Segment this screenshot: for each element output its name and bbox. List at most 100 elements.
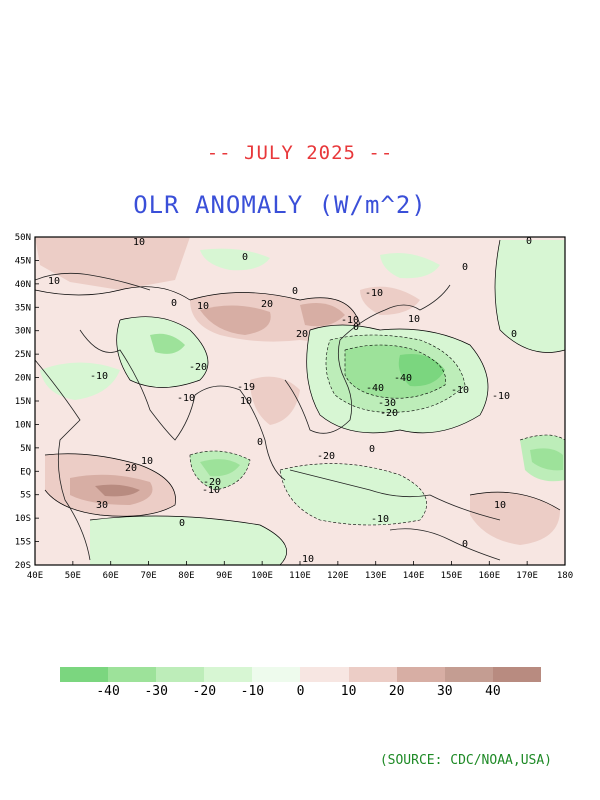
latitude-tick-label: 20N bbox=[15, 374, 31, 384]
longitude-tick-label: 120E bbox=[327, 571, 349, 581]
contour-value-label: -20 bbox=[380, 408, 398, 419]
positive-anomaly-region bbox=[470, 492, 560, 545]
contour-value-label: -10 bbox=[202, 485, 220, 496]
contour-value-label: 0 bbox=[292, 286, 298, 297]
legend-value-label: -20 bbox=[192, 684, 217, 699]
contour-line bbox=[189, 450, 251, 491]
legend-swatch bbox=[252, 667, 301, 682]
coastline bbox=[194, 385, 286, 481]
legend-value-label: 10 bbox=[340, 684, 357, 699]
longitude-tick-label: 180 bbox=[557, 571, 573, 581]
legend-swatch bbox=[60, 667, 109, 682]
longitude-tick-label: 100E bbox=[251, 571, 273, 581]
contour-line bbox=[494, 239, 565, 353]
latitude-tick-label: 15S bbox=[15, 538, 31, 548]
contour-value-label: 10 bbox=[48, 276, 60, 287]
contour-line bbox=[116, 316, 209, 388]
contour-value-label: 20 bbox=[125, 463, 137, 474]
longitude-tick-label: 170E bbox=[516, 571, 538, 581]
contour-value-label: -10 bbox=[492, 391, 510, 402]
contour-value-label: 0 bbox=[353, 322, 359, 333]
contour-value-label: 0 bbox=[526, 236, 532, 247]
legend-swatch bbox=[444, 667, 493, 682]
coastline bbox=[389, 528, 501, 561]
source-credit: (SOURCE: CDC/NOAA,USA) bbox=[379, 753, 552, 768]
positive-anomaly-region bbox=[95, 484, 140, 497]
positive-anomaly-region bbox=[300, 302, 345, 327]
contour-line bbox=[519, 434, 565, 441]
legend-value-label: -10 bbox=[240, 684, 265, 699]
contour-value-label: -10 bbox=[90, 371, 108, 382]
coastline bbox=[289, 469, 501, 521]
latitude-tick-label: 20S bbox=[15, 561, 31, 571]
latitude-tick-label: 10N bbox=[15, 420, 31, 430]
contour-value-label: 0 bbox=[179, 518, 185, 529]
contour-value-label: 0 bbox=[462, 539, 468, 550]
contour-value-label: 10 bbox=[133, 237, 145, 248]
negative-anomaly-region bbox=[280, 463, 427, 525]
contour-value-label: 10 bbox=[494, 500, 506, 511]
positive-anomaly-region bbox=[360, 286, 420, 315]
longitude-tick-label: 110E bbox=[289, 571, 311, 581]
latitude-tick-label: 30N bbox=[15, 327, 31, 337]
contour-value-label: -10 bbox=[371, 514, 389, 525]
legend-value-label: 20 bbox=[388, 684, 405, 699]
coastline bbox=[79, 329, 196, 441]
contour-value-label: -20 bbox=[203, 477, 221, 488]
latitude-tick-label: 45N bbox=[15, 256, 31, 266]
longitude-tick-label: 150E bbox=[441, 571, 463, 581]
contour-value-label: 10 bbox=[408, 314, 420, 325]
coastline bbox=[284, 339, 353, 434]
contour-value-label: -10 bbox=[177, 393, 195, 404]
contour-value-label: -40 bbox=[394, 373, 412, 384]
legend-value-label: -40 bbox=[96, 684, 120, 699]
contour-value-label: 10 bbox=[240, 396, 252, 407]
longitude-tick-label: 80E bbox=[178, 571, 194, 581]
latitude-tick-label: 10S bbox=[15, 514, 31, 524]
map-date-heading: -- JULY 2025 -- bbox=[206, 142, 394, 164]
legend-swatch bbox=[108, 667, 157, 682]
longitude-tick-label: 70E bbox=[140, 571, 156, 581]
latitude-axis: 50N 45N 40N 35N 30N 25N 20N 15N 10N 5N EQ 5S 10S 15S 2… bbox=[15, 233, 39, 571]
legend-swatch bbox=[204, 667, 253, 682]
contour-value-label: -20 bbox=[317, 451, 335, 462]
contour-value-label: 10 bbox=[302, 554, 314, 565]
contour-value-label: 0 bbox=[369, 444, 375, 455]
latitude-tick-label: 15N bbox=[15, 397, 31, 407]
contour-value-label: 10 bbox=[141, 456, 153, 467]
map-title: OLR ANOMALY (W/m^2) bbox=[133, 191, 427, 219]
contour-line bbox=[325, 334, 466, 413]
contour-value-label: -30 bbox=[378, 398, 396, 409]
negative-anomaly-region bbox=[380, 252, 440, 279]
coastline bbox=[339, 284, 451, 341]
legend-labels: -40 -30 -20 -10 0 10 20 30 40 bbox=[0, 684, 600, 700]
negative-anomaly-region bbox=[40, 362, 120, 400]
longitude-tick-label: 140E bbox=[403, 571, 425, 581]
contour-value-label: -19 bbox=[237, 382, 255, 393]
contour-value-label: -10 bbox=[341, 315, 359, 326]
contour-value-label: 0 bbox=[511, 329, 517, 340]
contour-line bbox=[89, 515, 287, 565]
longitude-tick-label: 60E bbox=[103, 571, 119, 581]
latitude-tick-label: 5S bbox=[20, 491, 31, 501]
latitude-tick-label: 40N bbox=[15, 280, 31, 290]
contour-line bbox=[469, 491, 561, 511]
negative-anomaly-region bbox=[495, 240, 565, 353]
latitude-tick-label: 5N bbox=[20, 444, 31, 454]
latitude-tick-label: 50N bbox=[15, 233, 31, 243]
negative-anomaly-region bbox=[200, 248, 270, 271]
contour-value-label: 0 bbox=[257, 437, 263, 448]
longitude-tick-label: 50E bbox=[65, 571, 81, 581]
color-legend bbox=[60, 667, 541, 682]
contour-value-label: 10 bbox=[197, 301, 209, 312]
legend-swatch bbox=[300, 667, 349, 682]
contour-line bbox=[306, 324, 489, 434]
negative-anomaly-region bbox=[200, 459, 240, 477]
legend-swatch bbox=[396, 667, 445, 682]
longitude-tick-label: 90E bbox=[216, 571, 232, 581]
contour-line bbox=[44, 453, 176, 517]
longitude-tick-label: 40E bbox=[27, 571, 43, 581]
contour-value-label: -10 bbox=[451, 385, 469, 396]
